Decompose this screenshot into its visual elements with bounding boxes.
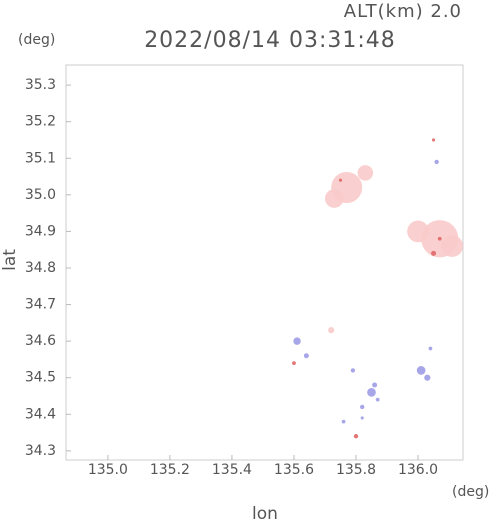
echo <box>360 416 364 420</box>
y-tick-label: 35.2 <box>25 114 56 130</box>
y-tick-label: 35.0 <box>25 187 56 203</box>
echo <box>328 327 335 334</box>
y-tick-label: 35.3 <box>25 77 56 93</box>
y-tick-label: 34.6 <box>25 333 56 349</box>
echo <box>360 404 365 410</box>
echo <box>367 387 376 397</box>
echo <box>407 220 429 243</box>
x-unit: (deg) <box>452 484 489 500</box>
echo <box>357 165 374 181</box>
echo <box>353 434 359 439</box>
echo <box>324 189 344 208</box>
echo <box>441 235 463 257</box>
y-tick-label: 34.7 <box>25 297 56 313</box>
echo <box>416 366 426 375</box>
echo <box>431 250 437 256</box>
x-tick-label: 135.8 <box>336 462 376 478</box>
echo <box>424 374 431 381</box>
y-tick-label: 34.9 <box>25 223 56 239</box>
x-tick-label: 135.0 <box>88 462 128 478</box>
x-tick-label: 135.6 <box>274 462 314 478</box>
echo <box>341 419 346 424</box>
x-tick-label: 136.0 <box>398 462 438 478</box>
echo <box>375 397 380 402</box>
y-tick-label: 34.4 <box>25 406 56 422</box>
x-label: lon <box>252 504 278 521</box>
echo <box>431 138 436 142</box>
echo <box>434 159 439 165</box>
y-label: lat <box>0 249 20 271</box>
echo <box>350 368 356 373</box>
x-tick-label: 135.2 <box>150 462 190 478</box>
altitude: ALT(km) 2.0 <box>344 1 462 22</box>
y-tick-label: 34.3 <box>25 443 56 459</box>
echo <box>372 382 378 388</box>
x-tick-label: 135.4 <box>212 462 252 478</box>
echo <box>338 178 343 182</box>
chart-title: 2022/08/14 03:31:48 <box>144 28 396 53</box>
echo <box>303 353 309 359</box>
echo <box>293 337 301 345</box>
y-unit: (deg) <box>18 32 55 48</box>
plot-frame <box>65 64 464 461</box>
y-tick-label: 35.1 <box>25 150 56 166</box>
echo <box>428 346 433 351</box>
echo <box>437 236 442 241</box>
echo <box>292 361 296 365</box>
y-tick-label: 34.5 <box>25 370 56 386</box>
y-tick-label: 34.8 <box>25 260 56 276</box>
